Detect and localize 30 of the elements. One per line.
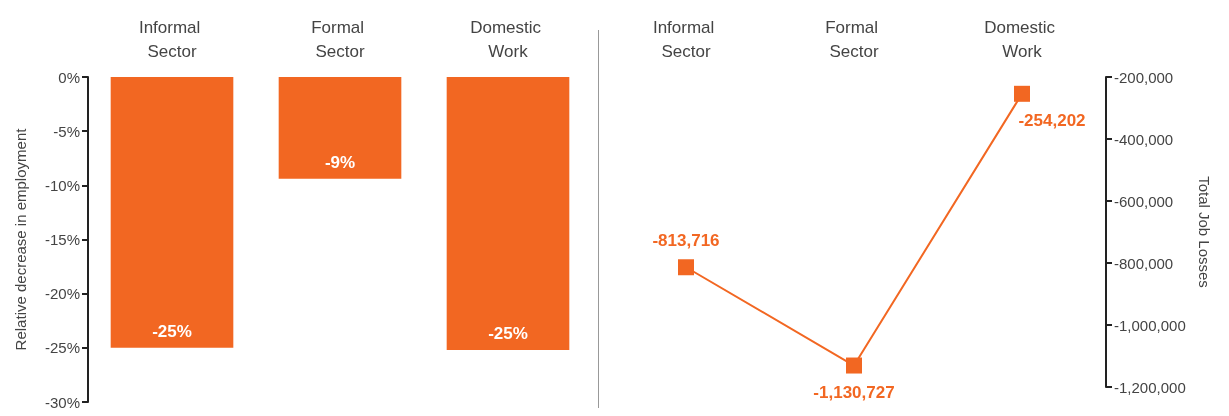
data-label: -1,130,727 xyxy=(813,382,895,402)
y-tick-label: -20% xyxy=(44,285,80,303)
y-tick-label: -200,000 xyxy=(1114,68,1174,86)
x-tick-label: Informal Sector xyxy=(138,17,206,61)
y-tick-label: -600,000 xyxy=(1114,192,1174,210)
data-label: -254,202 xyxy=(1018,110,1086,130)
y-tick-label: -25% xyxy=(44,339,80,357)
data-label: -813,716 xyxy=(652,231,720,251)
x-tick-label: Informal Sector xyxy=(652,17,720,61)
data-label: -9% xyxy=(324,152,356,172)
y-tick-label: -5% xyxy=(53,122,80,140)
x-tick-label: Formal Sector xyxy=(825,17,883,61)
y-tick-label: -10% xyxy=(44,176,80,194)
y-tick-label: -30% xyxy=(44,393,80,411)
point xyxy=(846,357,862,374)
y-tick-label: -400,000 xyxy=(1114,130,1174,148)
y-tick-label: 0% xyxy=(58,68,80,86)
x-tick-label: Domestic Work xyxy=(470,17,546,61)
x-tick-label: Domestic Work xyxy=(984,17,1060,61)
point xyxy=(678,259,694,276)
x-tick-label: Formal Sector xyxy=(311,17,369,61)
data-label: -25% xyxy=(152,321,192,341)
point xyxy=(1014,85,1030,102)
y-tick-label: -15% xyxy=(44,231,80,248)
y-tick-label: -1,000,000 xyxy=(1114,316,1186,334)
y-tick-label: -800,000 xyxy=(1114,254,1174,272)
y-axis-title: Total Job Losses xyxy=(1195,176,1213,288)
y-tick-label: -1,200,000 xyxy=(1114,378,1186,396)
y-axis-title: Relative decrease in employment xyxy=(12,127,29,351)
data-label: -25% xyxy=(488,324,528,343)
